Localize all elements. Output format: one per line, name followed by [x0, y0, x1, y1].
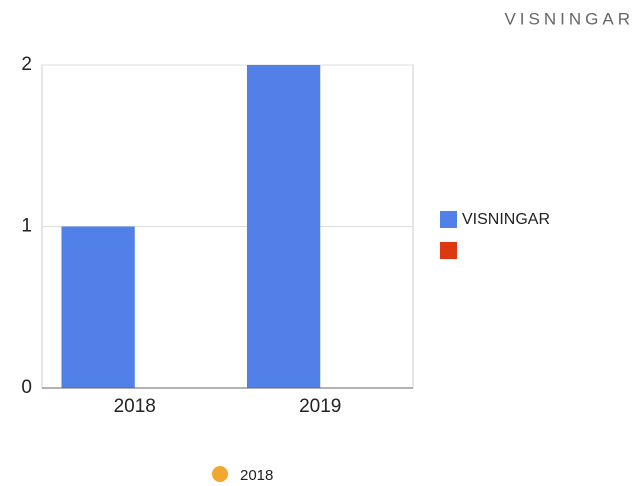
- footer-label: 2018: [240, 467, 273, 484]
- y-tick-label: 2: [21, 54, 32, 75]
- y-tick-label: 0: [21, 377, 32, 398]
- bar: [246, 65, 321, 388]
- legend-label: VISNINGAR: [462, 211, 550, 228]
- legend-swatch: [440, 242, 457, 259]
- y-tick-label: 1: [21, 216, 32, 237]
- footer-dot: [212, 466, 228, 482]
- legend-swatch: [440, 211, 457, 228]
- x-tick-label: 2018: [114, 396, 156, 417]
- bar: [61, 226, 135, 388]
- chart-title: VISNINGAR: [504, 9, 634, 28]
- x-tick-label: 2019: [299, 396, 341, 417]
